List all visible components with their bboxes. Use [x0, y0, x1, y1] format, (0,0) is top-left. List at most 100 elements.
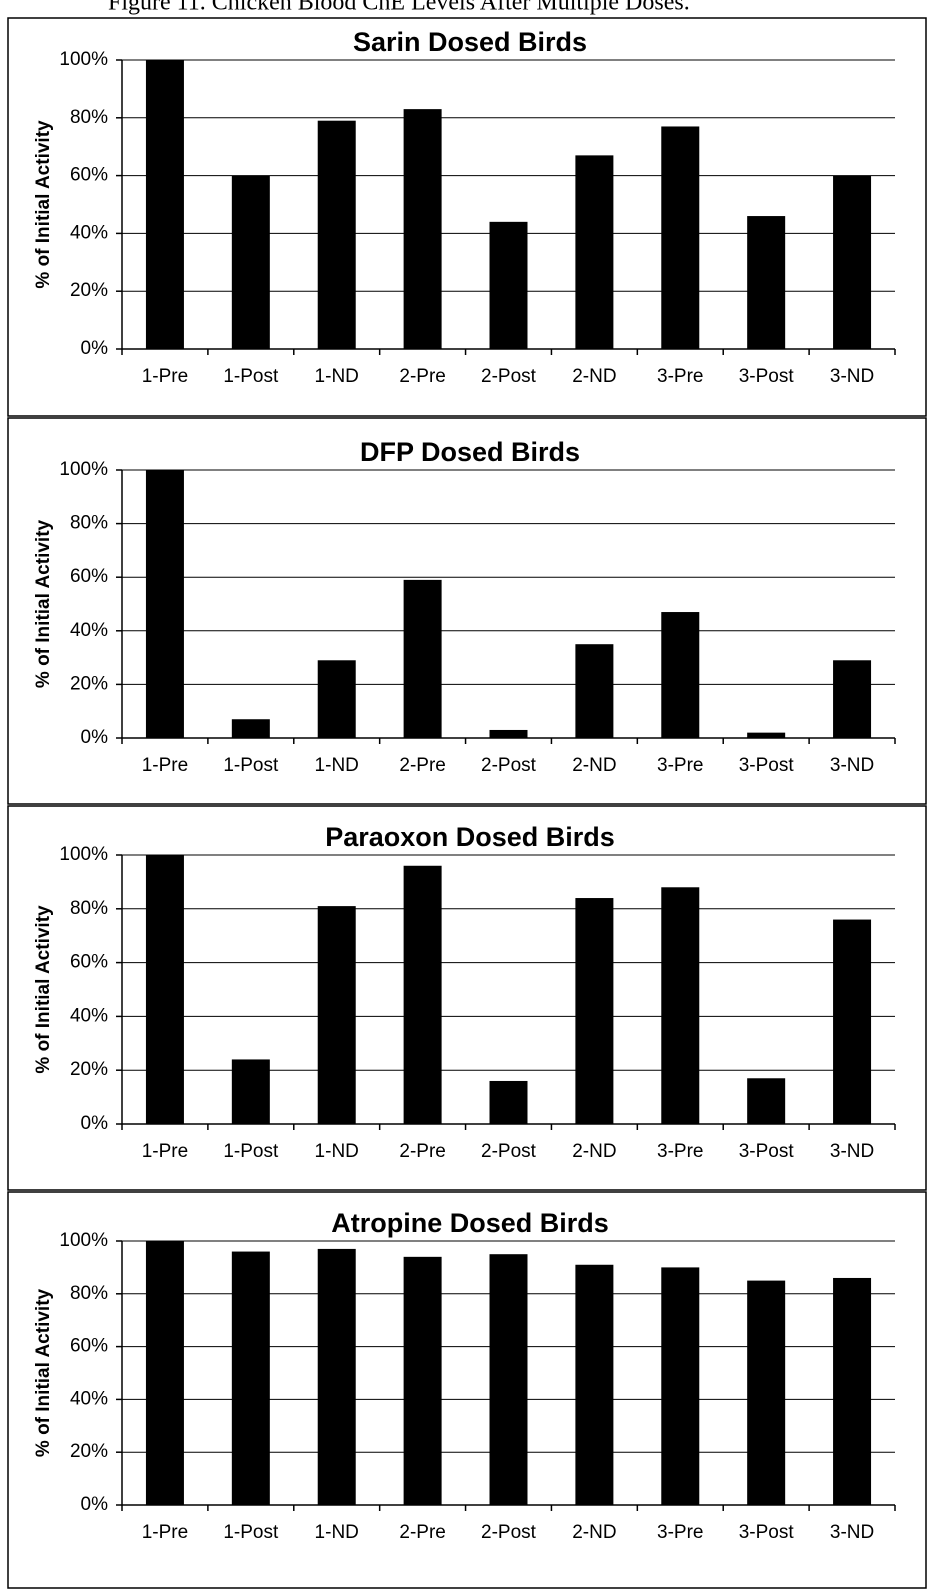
panel-border	[7, 805, 927, 1191]
bar	[575, 155, 614, 349]
x-tick-label: 2-ND	[572, 755, 616, 776]
y-tick-label: 20%	[70, 1059, 108, 1080]
x-tick-label: 2-ND	[572, 1141, 616, 1162]
x-tick-label: 1-Pre	[142, 755, 188, 776]
y-tick-label: 40%	[70, 1005, 108, 1026]
chart-title: Paraoxon Dosed Birds	[325, 822, 615, 852]
bar	[661, 612, 700, 738]
bar	[833, 1277, 872, 1505]
bar	[489, 1080, 528, 1124]
y-tick-label: 0%	[81, 1113, 109, 1134]
x-tick-label: 1-Post	[223, 755, 279, 776]
x-tick-label: 2-ND	[572, 1522, 616, 1543]
bar	[231, 175, 270, 349]
x-tick-label: 3-Pre	[657, 366, 703, 387]
bar	[317, 1248, 356, 1505]
bar	[747, 1280, 786, 1505]
bar	[231, 719, 270, 738]
x-tick-label: 1-ND	[315, 1141, 359, 1162]
bar	[145, 60, 184, 349]
bar	[575, 1264, 614, 1505]
y-tick-label: 40%	[70, 1388, 108, 1409]
bar	[145, 855, 184, 1124]
y-tick-label: 20%	[70, 280, 108, 301]
figure-title: Figure 11. Chicken Blood ChE Levels Afte…	[108, 0, 690, 16]
bar	[661, 126, 700, 349]
y-tick-label: 40%	[70, 222, 108, 243]
panel-border	[7, 1191, 927, 1589]
bar	[833, 175, 872, 349]
y-axis-label: % of Initial Activity	[33, 905, 54, 1074]
y-tick-label: 60%	[70, 165, 108, 186]
bar	[317, 906, 356, 1124]
bar	[833, 660, 872, 738]
y-tick-label: 60%	[70, 566, 108, 587]
x-tick-label: 1-Pre	[142, 1522, 188, 1543]
x-tick-label: 3-ND	[830, 366, 874, 387]
bar	[747, 732, 786, 738]
x-tick-label: 3-Pre	[657, 755, 703, 776]
x-tick-label: 3-ND	[830, 1522, 874, 1543]
x-tick-label: 2-Pre	[399, 1522, 445, 1543]
bar	[231, 1059, 270, 1124]
y-tick-label: 0%	[81, 338, 109, 359]
x-tick-label: 3-Post	[739, 1141, 795, 1162]
x-tick-label: 1-ND	[315, 755, 359, 776]
x-tick-label: 2-Pre	[399, 755, 445, 776]
y-axis-label: % of Initial Activity	[33, 1288, 54, 1457]
chart-title: Sarin Dosed Birds	[353, 27, 587, 57]
x-tick-label: 2-Post	[481, 755, 537, 776]
bar	[833, 919, 872, 1124]
bar	[747, 1078, 786, 1124]
bar	[403, 579, 442, 738]
x-tick-label: 1-Post	[223, 1141, 279, 1162]
x-tick-label: 1-Post	[223, 366, 279, 387]
x-tick-label: 3-ND	[830, 1141, 874, 1162]
bar	[489, 1254, 528, 1505]
x-tick-label: 1-Pre	[142, 1141, 188, 1162]
y-tick-label: 80%	[70, 898, 108, 919]
x-tick-label: 2-ND	[572, 366, 616, 387]
x-tick-label: 1-Pre	[142, 366, 188, 387]
bar	[747, 216, 786, 349]
y-tick-label: 60%	[70, 1336, 108, 1357]
bar	[145, 470, 184, 738]
bar	[575, 644, 614, 738]
x-tick-label: 2-Pre	[399, 1141, 445, 1162]
y-tick-label: 0%	[81, 727, 109, 748]
x-tick-label: 2-Pre	[399, 366, 445, 387]
bar	[403, 1256, 442, 1505]
panel-border	[7, 417, 927, 805]
y-tick-label: 20%	[70, 1441, 108, 1462]
x-tick-label: 1-ND	[315, 1522, 359, 1543]
x-tick-label: 3-Pre	[657, 1522, 703, 1543]
y-tick-label: 60%	[70, 952, 108, 973]
bar	[661, 1267, 700, 1505]
y-axis-label: % of Initial Activity	[33, 519, 54, 688]
y-tick-label: 100%	[59, 49, 108, 70]
bar	[403, 865, 442, 1124]
y-tick-label: 100%	[59, 844, 108, 865]
chart-title: Atropine Dosed Birds	[331, 1208, 609, 1238]
bar	[317, 660, 356, 738]
panel-border	[7, 17, 927, 417]
y-tick-label: 20%	[70, 673, 108, 694]
x-tick-label: 2-Post	[481, 366, 537, 387]
chart-title: DFP Dosed Birds	[360, 437, 580, 467]
x-tick-label: 3-Pre	[657, 1141, 703, 1162]
y-tick-label: 0%	[81, 1494, 109, 1515]
x-tick-label: 3-Post	[739, 755, 795, 776]
y-tick-label: 40%	[70, 620, 108, 641]
y-tick-label: 80%	[70, 107, 108, 128]
bar	[317, 120, 356, 349]
y-tick-label: 100%	[59, 459, 108, 480]
y-tick-label: 80%	[70, 1283, 108, 1304]
bar	[145, 1241, 184, 1505]
y-tick-label: 80%	[70, 513, 108, 534]
bar	[575, 898, 614, 1124]
bar	[403, 109, 442, 349]
bar	[489, 221, 528, 349]
bar	[661, 887, 700, 1124]
x-tick-label: 3-Post	[739, 366, 795, 387]
